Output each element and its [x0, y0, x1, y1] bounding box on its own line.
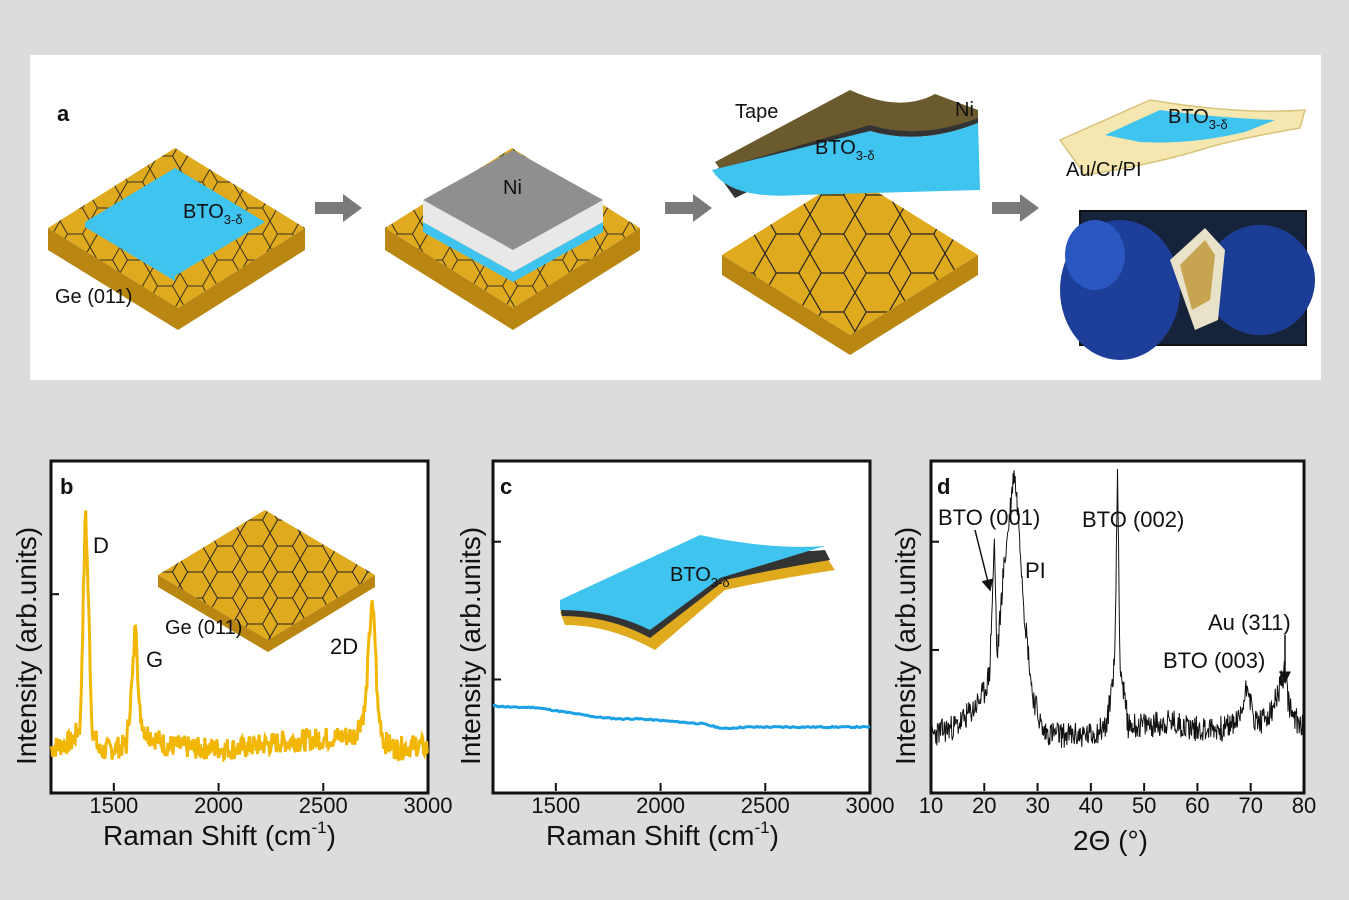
- annotation-bto-002: BTO (002): [1082, 507, 1184, 532]
- ge-left-face: [48, 228, 178, 330]
- panel-c-ticks: 1500 2000 2500 3000: [493, 540, 895, 818]
- annotation-bto-003: BTO (003): [1163, 648, 1265, 673]
- step3-bto-label: BTO3-δ: [815, 137, 875, 163]
- annotation-pi: PI: [1025, 558, 1046, 583]
- panel-a-label: a: [57, 101, 70, 126]
- annotation-au-311: Au (311): [1208, 610, 1291, 635]
- panel-c-label: c: [500, 474, 512, 499]
- panel-d-ylabel: Intensity (arb.units): [890, 527, 921, 765]
- panel-b-ylabel: Intensity (arb.units): [11, 527, 42, 765]
- x-tick-label: 50: [1132, 793, 1156, 818]
- ge-right-face: [513, 228, 640, 330]
- raman-spectrum-b: [49, 510, 430, 763]
- peak-label-g: G: [146, 647, 163, 672]
- panel-d-ticks: 10 20 30 40 50 60 70 80: [919, 540, 1316, 818]
- step2-ni-stack: [385, 148, 640, 330]
- step3-peel: [712, 90, 980, 355]
- step3-ni-label: Ni: [955, 99, 974, 121]
- bto-film-edge: [85, 222, 175, 281]
- inset-bto-layer: [560, 535, 825, 630]
- step1-ge-substrate: [48, 148, 305, 330]
- x-tick-label: 10: [919, 793, 943, 818]
- peak-label-d: D: [93, 533, 109, 558]
- photo-flexible-film: [1060, 210, 1315, 360]
- panel-c: c 1500 2000 2500 3000 BTO3-δ Raman Shift (c…: [455, 459, 895, 851]
- bto-film-edge: [423, 222, 603, 282]
- panel-b-inset-label: Ge (011): [165, 617, 242, 639]
- process-arrow-2: [665, 194, 712, 222]
- panel-d-frame: [929, 459, 1306, 795]
- ge-left-face: [158, 575, 268, 652]
- x-tick-label: 20: [972, 793, 996, 818]
- process-arrow-3: [992, 194, 1039, 222]
- panel-b-xlabel: Raman Shift (cm-1): [103, 818, 336, 851]
- x-tick-label: 2500: [741, 793, 790, 818]
- raman-spectrum-c: [492, 703, 871, 731]
- peeled-bto-face: [712, 123, 980, 196]
- step1-substrate-label: Ge (011): [55, 286, 132, 308]
- panel-d-xlabel: 2Θ (°): [1073, 825, 1148, 856]
- panel-d: d 10 20 30 40 50 60 70 80 BTO (001) PI BTO (002…: [890, 459, 1316, 856]
- x-tick-label: 2000: [636, 793, 685, 818]
- xrd-pattern: [930, 468, 1305, 748]
- ge-right-face: [268, 575, 375, 652]
- ge-left-face: [385, 228, 513, 330]
- x-tick-label: 2500: [299, 793, 348, 818]
- panel-b-x-ticks: 1500 2000 2500 3000: [51, 593, 453, 818]
- x-tick-label: 80: [1292, 793, 1316, 818]
- x-tick-label: 30: [1025, 793, 1049, 818]
- ge-right-face: [850, 255, 978, 355]
- annotation-bto-001: BTO (001): [938, 505, 1040, 530]
- x-tick-label: 3000: [404, 793, 453, 818]
- panel-b: b 1500 2000 2500 3000 Ge (011) D G 2D Raman…: [11, 459, 453, 851]
- panel-b-label: b: [60, 474, 73, 499]
- panel-c-inset-label: BTO3-δ: [670, 564, 730, 590]
- peak-label-2d: 2D: [330, 634, 358, 659]
- step4-bto-label: BTO3-δ: [1168, 106, 1228, 132]
- arrow-bto-001: [974, 529, 994, 592]
- bto-film-on-pi: [1105, 110, 1275, 143]
- step1-bto-label: BTO3-δ: [183, 201, 243, 227]
- x-tick-label: 60: [1185, 793, 1209, 818]
- hexagon-pattern: [158, 510, 375, 640]
- step3-tape-label: Tape: [735, 101, 778, 123]
- x-tick-label: 2000: [194, 793, 243, 818]
- ge-left-face: [722, 255, 850, 355]
- ni-right-face: [513, 200, 603, 272]
- x-tick-label: 40: [1079, 793, 1103, 818]
- step4-transferred-film: [1058, 99, 1307, 176]
- x-tick-label: 1500: [531, 793, 580, 818]
- step2-ni-label: Ni: [503, 177, 522, 199]
- panel-c-inset-film: [560, 535, 835, 650]
- ge-right-face: [178, 228, 305, 330]
- ni-left-face: [423, 200, 513, 272]
- panel-d-label: d: [937, 474, 950, 499]
- x-tick-label: 70: [1238, 793, 1262, 818]
- hexagon-pattern: [722, 175, 978, 335]
- panel-c-ylabel: Intensity (arb.units): [455, 527, 486, 765]
- panel-c-xlabel: Raman Shift (cm-1): [546, 818, 779, 851]
- panel-b-inset-ge: [158, 510, 375, 652]
- x-tick-label: 1500: [89, 793, 138, 818]
- step4-substrate-label: Au/Cr/PI: [1066, 159, 1142, 181]
- x-tick-label: 3000: [846, 793, 895, 818]
- process-arrow-1: [315, 194, 362, 222]
